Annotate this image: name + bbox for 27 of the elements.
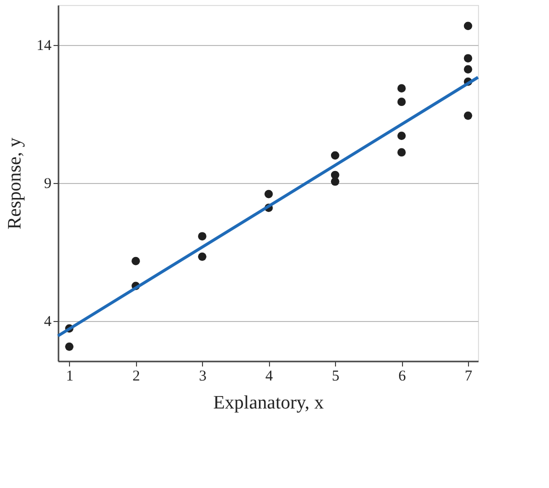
point: [397, 148, 406, 157]
point: [464, 65, 472, 74]
y-tick-label: 9: [44, 176, 52, 192]
y-axis-title: Response, y: [4, 137, 26, 230]
point: [132, 256, 140, 266]
point: [397, 132, 406, 140]
point: [198, 252, 206, 261]
x-tick-label: 1: [66, 368, 74, 384]
point: [65, 342, 74, 351]
x-tick-label: 3: [198, 368, 206, 384]
x-axis-title: Explanatory, x: [213, 392, 324, 414]
point: [264, 190, 273, 198]
point: [397, 84, 406, 93]
point: [330, 151, 340, 160]
x-tick-label: 5: [332, 368, 340, 384]
y-tick-label: 14: [36, 38, 52, 54]
point: [397, 98, 406, 106]
x-tick-label: 4: [265, 368, 274, 384]
point: [464, 22, 472, 30]
point: [198, 232, 206, 240]
point: [330, 177, 340, 186]
y-tick-label: 4: [44, 314, 52, 330]
x-tick-label: 2: [132, 368, 140, 384]
x-tick-label: 6: [398, 368, 406, 384]
point: [464, 54, 472, 62]
point: [464, 111, 472, 120]
x-tick-label: 7: [464, 368, 473, 384]
